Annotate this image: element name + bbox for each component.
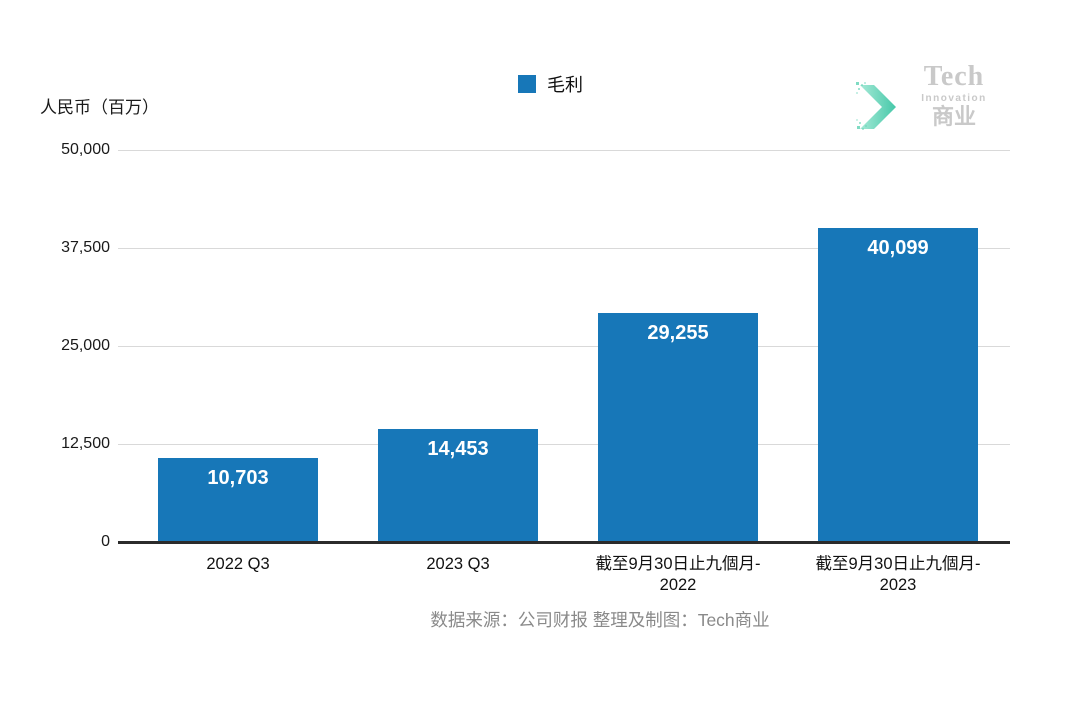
x-axis-category-label: 2023 Q3 — [426, 555, 490, 573]
bar — [158, 458, 318, 541]
legend: 毛利 — [518, 74, 583, 95]
y-axis-tick-label: 37,500 — [61, 239, 110, 256]
gridline — [118, 345, 1010, 347]
logo-subtitle-text: Innovation — [921, 93, 987, 104]
source-note: 数据来源：公司财报 整理及制图：Tech商业 — [430, 610, 770, 630]
bar — [378, 428, 538, 541]
gridline — [118, 247, 1010, 249]
bar-value-label: 10,703 — [207, 467, 269, 490]
y-axis-tick-label: 50,000 — [61, 141, 110, 158]
gridline — [118, 443, 1010, 445]
y-axis-tick-label: 0 — [101, 533, 110, 550]
logo-arrow-icon — [856, 82, 896, 130]
x-axis-category-label: 截至9月30日止九個月- 2022 — [595, 555, 761, 594]
y-axis-tick-label: 25,000 — [61, 337, 110, 354]
x-axis-category-label: 2022 Q3 — [206, 555, 270, 573]
logo-name-text: Tech — [923, 61, 985, 92]
logo-cn-text: 商业 — [931, 104, 976, 129]
y-axis-tick-label: 12,500 — [61, 435, 110, 452]
legend-swatch-icon — [518, 75, 536, 93]
x-axis-category-label: 截至9月30日止九個月- 2023 — [815, 555, 981, 594]
gridline — [118, 149, 1010, 151]
bar-value-label: 29,255 — [647, 321, 709, 344]
bar — [598, 312, 758, 541]
legend-label: 毛利 — [547, 75, 583, 95]
x-axis-line — [118, 541, 1010, 544]
bar-value-label: 40,099 — [867, 236, 929, 259]
bar — [818, 227, 978, 541]
brand-logo: Tech Innovation 商业 — [856, 62, 1006, 144]
y-axis-unit-label: 人民币（百万） — [40, 98, 159, 117]
bar-value-label: 14,453 — [427, 437, 489, 460]
